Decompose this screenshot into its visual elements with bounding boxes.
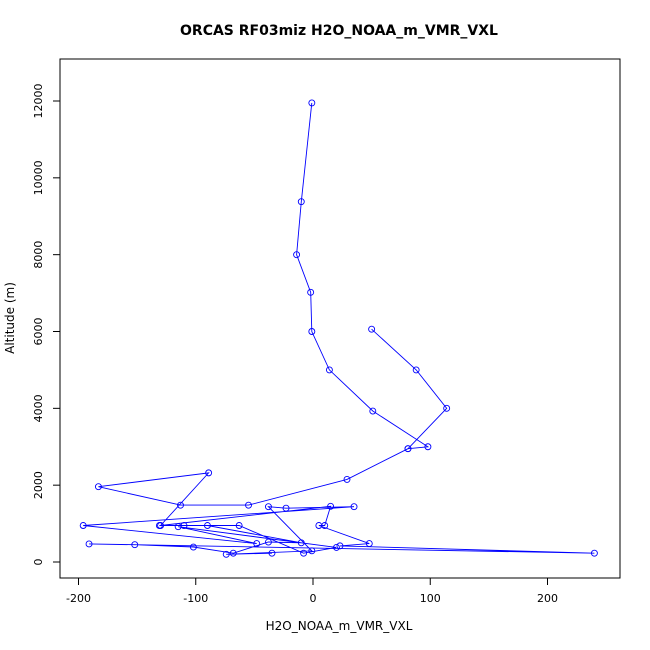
data-point [307,288,315,296]
x-tick-label: 100 [420,592,441,605]
data-point [350,503,358,511]
data-point [365,540,373,548]
data-point [325,366,333,374]
plot-frame [59,58,621,579]
y-tick-label: 0 [32,559,45,566]
y-tick-label: 10000 [32,160,45,195]
data-point [327,502,335,510]
data-point [131,541,139,549]
y-tick-label: 12000 [32,84,45,119]
y-tick-label: 4000 [32,394,45,422]
y-tick-label: 8000 [32,241,45,269]
data-point [336,542,344,550]
x-tick-label: 200 [537,592,558,605]
data-point [343,475,351,483]
data-point [308,328,316,335]
data-point [315,522,323,529]
data-point [94,483,102,491]
data-point [189,543,197,551]
data-point [155,522,163,529]
data-point [85,540,93,548]
data-point [205,469,213,477]
data-point [308,547,316,555]
data-point [293,251,301,259]
data-point [245,501,252,509]
data-point [268,549,276,557]
x-tick-label: -100 [183,592,208,605]
x-tick-label: -200 [66,592,91,605]
data-point [404,445,412,453]
data-point [300,549,308,557]
data-point [264,538,272,546]
data-point [590,549,598,557]
data-point [235,522,243,529]
y-tick-label: 6000 [32,318,45,346]
y-axis: 0 2000 4000 6000 8000 10000 12000 [32,84,61,566]
y-axis-label: Altitude (m) [3,282,17,354]
data-point [297,198,305,206]
data-point [264,503,272,511]
series-line [83,448,595,555]
series-line [296,102,448,450]
data-point [204,522,211,529]
data-point [443,404,451,412]
data-point [79,522,87,529]
x-axis-label: H2O_NOAA_m_VMR_VXL [266,619,413,633]
data-point [253,540,261,548]
data-point [369,407,377,415]
data-point [282,504,290,512]
y-tick-label: 2000 [32,471,45,499]
data-point [333,543,340,551]
x-axis: -200 -100 0 100 200 [66,577,558,605]
data-point [308,99,316,107]
chart-title: ORCAS RF03miz H2O_NOAA_m_VMR_VXL [180,23,498,39]
data-point [424,443,432,451]
data-point [229,549,237,557]
data-point [368,325,376,333]
data-point [174,523,182,531]
series-layer [79,99,598,558]
x-tick-label: 0 [310,592,317,605]
data-point [412,366,420,374]
data-point [222,550,230,558]
data-point [297,539,305,547]
data-point [177,501,184,509]
